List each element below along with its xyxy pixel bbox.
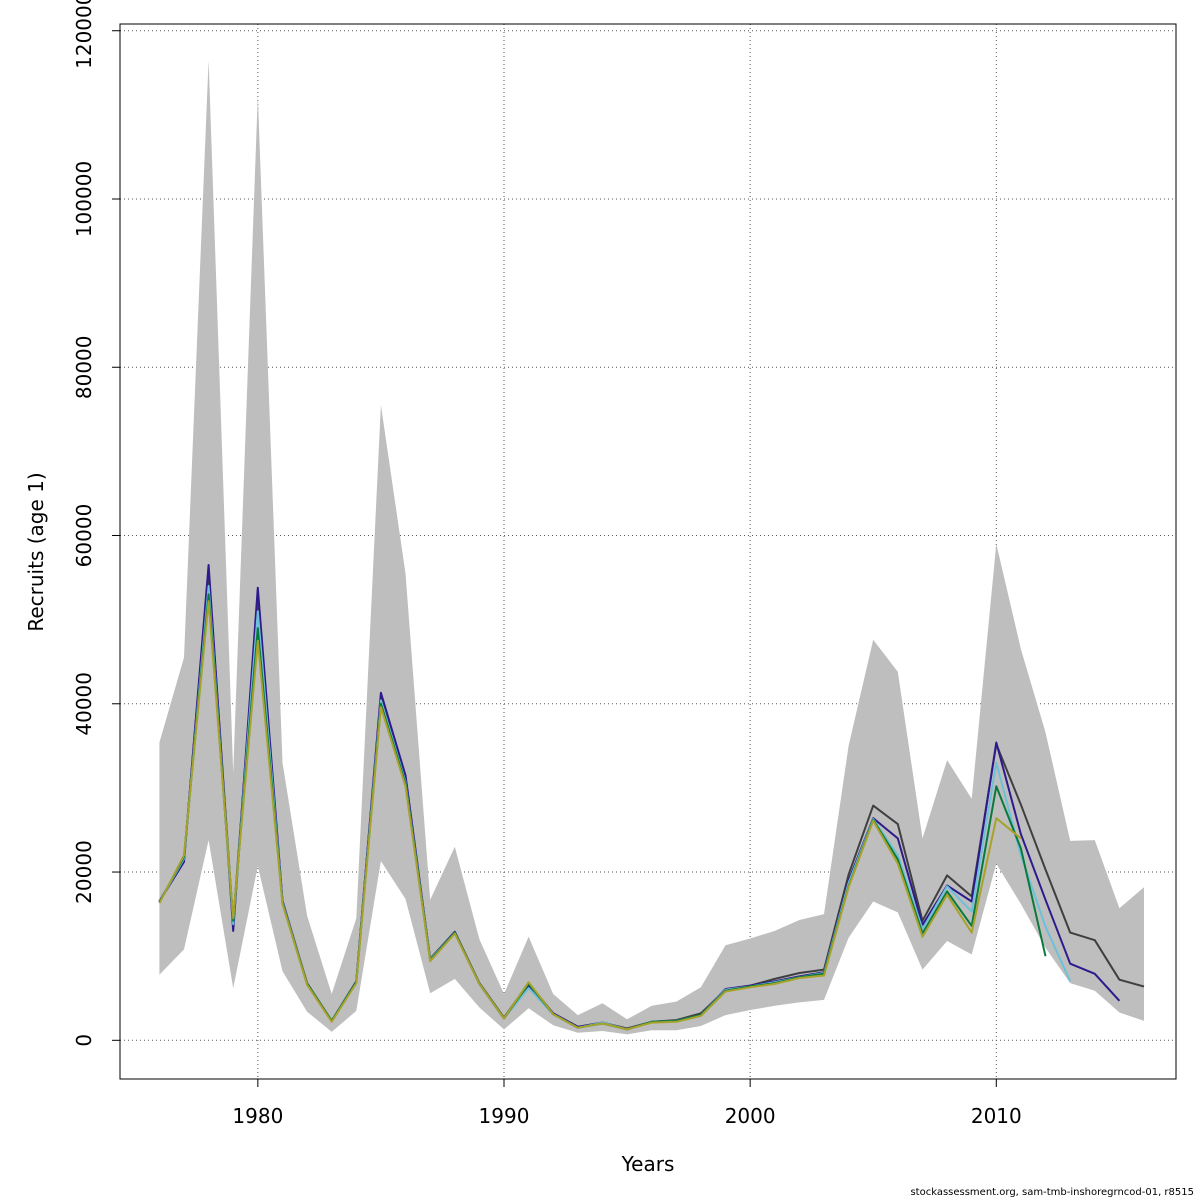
y-tick-label-40000: 40000 bbox=[72, 672, 96, 736]
x-tick-label-2010: 2010 bbox=[971, 1104, 1022, 1128]
x-axis-title: Years bbox=[621, 1152, 675, 1176]
y-tick-label-120000: 120000 bbox=[72, 0, 96, 69]
y-axis: 0 20000 40000 60000 80000 100000 120000 bbox=[72, 0, 121, 1047]
y-tick-label-100000: 100000 bbox=[72, 161, 96, 237]
y-tick-label-20000: 20000 bbox=[72, 840, 96, 904]
y-axis-title: Recruits (age 1) bbox=[24, 472, 48, 631]
y-tick-label-80000: 80000 bbox=[72, 335, 96, 399]
y-tick-label-60000: 60000 bbox=[72, 504, 96, 568]
y-tick-label-0: 0 bbox=[72, 1034, 96, 1047]
series-line-5 bbox=[158, 600, 1022, 1031]
series-lines bbox=[158, 564, 1145, 1031]
footer-credit: stockassessment.org, sam-tmb-inshoregrnc… bbox=[910, 1187, 1194, 1198]
x-axis: 1980 1990 2000 2010 bbox=[232, 1078, 1022, 1128]
x-tick-label-1990: 1990 bbox=[479, 1104, 530, 1128]
x-tick-label-1980: 1980 bbox=[232, 1104, 283, 1128]
x-tick-label-2000: 2000 bbox=[725, 1104, 776, 1128]
